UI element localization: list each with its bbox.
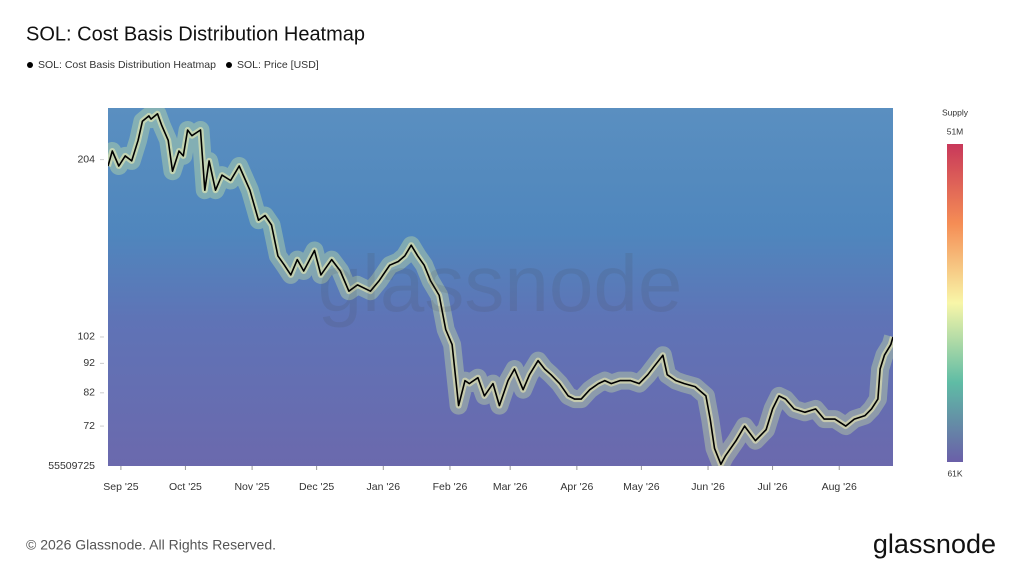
y-tick-label: 82 [83,387,95,399]
chart-title: SOL: Cost Basis Distribution Heatmap [26,23,365,45]
legend-dot [226,62,232,68]
legend-entry: SOL: Price [USD] [237,59,319,71]
colorbar-title: Supply [942,107,969,117]
y-tick-label: 72 [83,420,95,432]
plot-area [108,108,893,466]
y-min-label: 55509725 [48,460,95,472]
x-tick-label: Aug '26 [822,481,857,493]
x-tick-label: Mar '26 [493,481,528,493]
brand-logo: glassnode [873,529,996,559]
y-tick-label: 102 [77,331,95,343]
price-line [108,113,893,466]
x-tick-label: Nov '25 [234,481,269,493]
x-tick-label: Dec '25 [299,481,334,493]
colorbar [947,144,963,462]
x-tick-label: Sep '25 [103,481,138,493]
legend-entry: SOL: Cost Basis Distribution Heatmap [38,59,216,71]
x-tick-label: Jul '26 [758,481,788,493]
x-tick-label: Oct '25 [169,481,202,493]
x-tick-label: May '26 [623,481,660,493]
watermark: glassnode [318,239,683,328]
x-tick-label: Jan '26 [367,481,401,493]
x-tick-label: Feb '26 [433,481,468,493]
x-tick-label: Jun '26 [691,481,725,493]
y-tick-label: 92 [83,357,95,369]
footer: © 2026 Glassnode. All Rights Reserved. [26,537,276,553]
colorbar-min: 61K [947,468,962,478]
colorbar-max: 51M [947,126,964,136]
y-tick-label: 204 [77,153,95,165]
legend-dot [27,62,33,68]
x-tick-label: Apr '26 [560,481,593,493]
